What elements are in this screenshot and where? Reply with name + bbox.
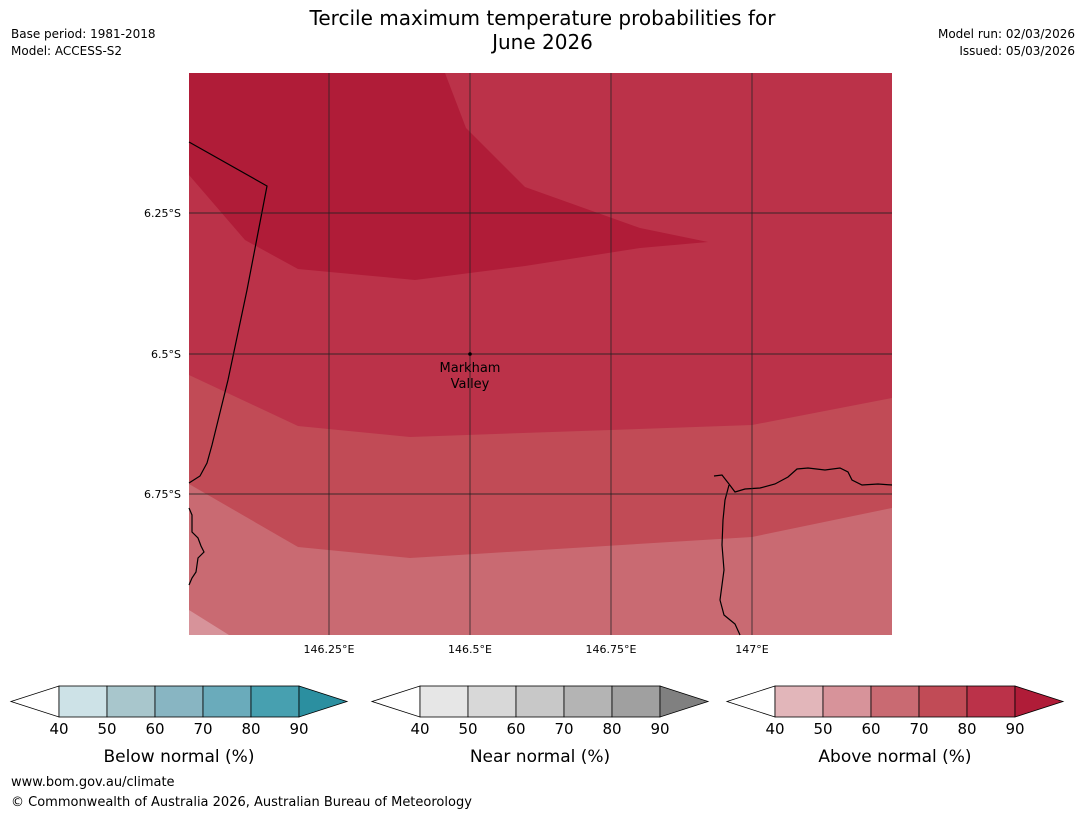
colorbar-segment xyxy=(966,685,1016,718)
colorbar-tick-label: 60 xyxy=(145,720,164,738)
lon-label: 146.5°E xyxy=(448,643,492,656)
lat-label: 6.75°S xyxy=(144,488,181,501)
colorbar-min-extension xyxy=(725,685,776,718)
page-title: Tercile maximum temperature probabilitie… xyxy=(0,6,1085,54)
footer-copyright: © Commonwealth of Australia 2026, Austra… xyxy=(11,795,472,810)
colorbar-tick-label: 90 xyxy=(289,720,308,738)
colorbar: 40 50 60 70 80 90 Below normal (%) xyxy=(9,685,349,767)
title-line-2: June 2026 xyxy=(492,30,593,54)
header-left-meta: Base period: 1981-2018 Model: ACCESS-S2 xyxy=(11,26,156,60)
probability-map xyxy=(189,73,892,635)
colorbar-tick-label: 50 xyxy=(458,720,477,738)
colorbar-label: Near normal (%) xyxy=(470,747,610,767)
band-above-90 xyxy=(189,73,708,280)
colorbar-segment xyxy=(870,685,920,718)
base-period-text: Base period: 1981-2018 xyxy=(11,27,156,41)
colorbar-min-extension xyxy=(9,685,60,718)
lon-label: 146.75°E xyxy=(586,643,637,656)
model-text: Model: ACCESS-S2 xyxy=(11,44,123,58)
coast-east xyxy=(713,467,893,493)
colorbar-segment xyxy=(774,685,824,718)
colorbar-segment xyxy=(822,685,872,718)
colorbar-segment xyxy=(250,685,300,718)
colorbar-segment xyxy=(563,685,613,718)
colorbar-tick-label: 50 xyxy=(97,720,116,738)
colorbar-segment xyxy=(611,685,661,718)
place-label-line-2: Valley xyxy=(451,377,490,392)
colorbar-segment xyxy=(419,685,469,718)
colorbar-tick-label: 60 xyxy=(861,720,880,738)
lat-label: 6.25°S xyxy=(144,207,181,220)
place-label-line-1: Markham xyxy=(440,361,501,376)
lon-label: 146.25°E xyxy=(304,643,355,656)
colorbar-label: Above normal (%) xyxy=(818,747,971,767)
colorbar-tick-label: 80 xyxy=(241,720,260,738)
border-line xyxy=(188,141,268,484)
graticule xyxy=(189,73,892,635)
colorbar-segment xyxy=(58,685,108,718)
colorbar-tick-label: 70 xyxy=(193,720,212,738)
lon-label: 147°E xyxy=(735,643,768,656)
coast-west xyxy=(188,507,205,586)
legend-group: 40 50 60 70 80 90 Below normal (%) 40 50 60 70 80 90… xyxy=(9,685,1065,767)
colorbar-segment xyxy=(202,685,252,718)
colorbar-tick-label: 70 xyxy=(554,720,573,738)
colorbar-max-extension xyxy=(1014,685,1065,718)
colorbar-segment xyxy=(154,685,204,718)
coastline xyxy=(188,141,893,636)
colorbar-segment xyxy=(918,685,968,718)
colorbar-min-extension xyxy=(370,685,421,718)
colorbar-tick-label: 80 xyxy=(957,720,976,738)
footer-url: www.bom.gov.au/climate xyxy=(11,775,175,790)
model-run-text: Model run: 02/03/2026 xyxy=(937,27,1075,41)
colorbar-max-extension xyxy=(298,685,349,718)
colorbar-tick-label: 50 xyxy=(813,720,832,738)
header-right-meta: Model run: 02/03/2026 Issued: 05/03/2026 xyxy=(938,26,1075,60)
colorbar: 40 50 60 70 80 90 Near normal (%) xyxy=(370,685,710,767)
colorbar-tick-label: 40 xyxy=(410,720,429,738)
colorbar-tick-label: 40 xyxy=(49,720,68,738)
colorbar-tick-label: 90 xyxy=(1005,720,1024,738)
colorbar-tick-label: 70 xyxy=(909,720,928,738)
colorbar-tick-label: 40 xyxy=(765,720,784,738)
lat-label: 6.5°S xyxy=(151,348,181,361)
issued-text: Issued: 05/03/2026 xyxy=(959,44,1075,58)
title-line-1: Tercile maximum temperature probabilitie… xyxy=(309,6,776,30)
colorbar-segment xyxy=(106,685,156,718)
colorbar-segment xyxy=(467,685,517,718)
river-coast xyxy=(719,484,741,636)
colorbar: 40 50 60 70 80 90 Above normal (%) xyxy=(725,685,1065,767)
colorbar-label: Below normal (%) xyxy=(104,747,255,767)
place-marker xyxy=(468,352,472,356)
colorbar-max-extension xyxy=(659,685,710,718)
colorbar-tick-label: 80 xyxy=(602,720,621,738)
colorbar-segment xyxy=(515,685,565,718)
colorbar-tick-label: 90 xyxy=(650,720,669,738)
colorbar-tick-label: 60 xyxy=(506,720,525,738)
